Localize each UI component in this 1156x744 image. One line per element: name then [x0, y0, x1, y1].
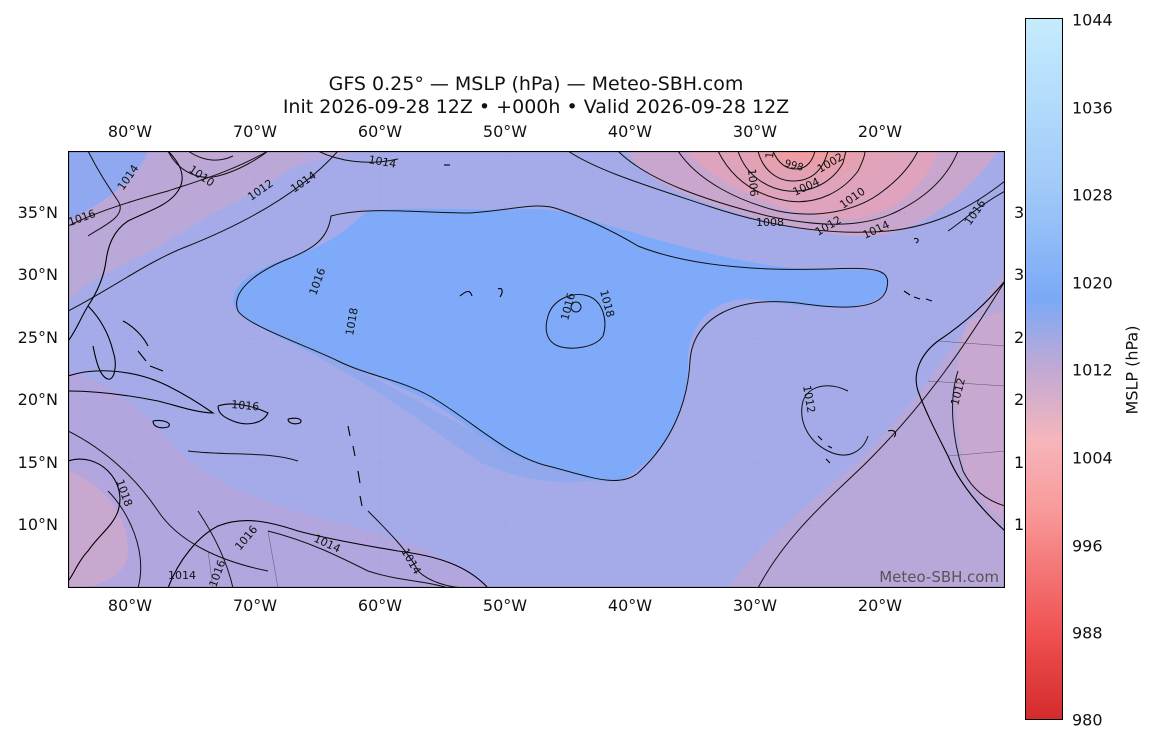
contour-label: 1008: [756, 216, 784, 229]
lat-label-right: 1: [1014, 515, 1025, 534]
lon-label-bottom: 80°W: [107, 596, 153, 615]
field-west-lowpressure: [68, 151, 308, 301]
colorbar-tick-label: 1020: [1072, 273, 1113, 293]
lat-label-right: 2: [1014, 390, 1025, 409]
colorbar-scale: [1025, 18, 1069, 720]
map-title: GFS 0.25° — MSLP (hPa) — Meteo-SBH.com: [328, 73, 744, 95]
lon-label-top: 50°W: [482, 122, 528, 141]
contour-label: 998: [783, 158, 804, 174]
lon-label-top: 20°W: [857, 122, 903, 141]
field-south-west: [68, 371, 488, 588]
map-subtitle: Init 2026-09-28 12Z • +000h • Valid 2026…: [282, 96, 790, 118]
lon-label-bottom: 60°W: [357, 596, 403, 615]
lat-label: 20°N: [17, 390, 58, 409]
contour-label: 1016: [231, 398, 260, 413]
isobars: [68, 151, 1005, 588]
lon-label-top: 80°W: [107, 122, 153, 141]
lon-label-bottom: 70°W: [232, 596, 278, 615]
colorbar-tick-label: 1004: [1072, 448, 1113, 468]
lon-label-top: 40°W: [607, 122, 653, 141]
field-east-africa: [956, 311, 1005, 521]
colorbar-fill: [1025, 18, 1063, 720]
coastlines: [68, 151, 1005, 588]
lon-label-bottom: 40°W: [607, 596, 653, 615]
colorbar-tick-label: 996: [1072, 536, 1103, 556]
lat-label-right: 3: [1014, 203, 1025, 222]
colorbar: [1025, 18, 1069, 720]
map-frame: [67, 150, 1006, 589]
colorbar-title: MSLP (hPa): [1122, 325, 1142, 415]
contour-label: 1018: [343, 307, 361, 337]
map-canvas: 1014 1016 1010 1012 1014 1014 1016 1018 …: [67, 150, 1006, 589]
pressure-map: 1014 1016 1010 1012 1014 1014 1016 1018 …: [67, 150, 1006, 589]
contour-label: 1014: [168, 569, 196, 582]
lat-label: 35°N: [17, 203, 58, 222]
lon-label-top: 70°W: [232, 122, 278, 141]
lat-label-right: 1: [1014, 453, 1025, 472]
contour-label: 1012: [800, 384, 818, 414]
field-nw-low: [138, 151, 298, 191]
lat-label-right: 2: [1014, 328, 1025, 347]
field-central-america: [68, 471, 128, 588]
colorbar-tick-label: 1036: [1072, 98, 1113, 118]
borders: [207, 340, 1005, 588]
colorbar-tick-label: 1012: [1072, 360, 1113, 380]
lat-label: 15°N: [17, 453, 58, 472]
lon-label-top: 60°W: [357, 122, 403, 141]
lat-label: 30°N: [17, 265, 58, 284]
lat-label-right: 3: [1014, 265, 1025, 284]
colorbar-tick-label: 1028: [1072, 185, 1113, 205]
lon-label-top: 30°W: [732, 122, 778, 141]
field-central-high: [233, 208, 889, 482]
lon-label-bottom: 30°W: [732, 596, 778, 615]
lon-label-bottom: 20°W: [857, 596, 903, 615]
watermark: Meteo-SBH.com: [879, 568, 999, 586]
lat-label: 25°N: [17, 328, 58, 347]
colorbar-tick-label: 988: [1072, 623, 1103, 643]
colorbar-tick-label: 1044: [1072, 10, 1113, 30]
field-east-trough: [728, 271, 1005, 588]
contour-label: 1006: [745, 168, 760, 197]
contour-label: 1000: [763, 151, 778, 159]
lon-label-bottom: 50°W: [482, 596, 528, 615]
colorbar-tick-label: 980: [1072, 710, 1103, 730]
contour-label: 1014: [367, 153, 397, 171]
lat-label: 10°N: [17, 515, 58, 534]
